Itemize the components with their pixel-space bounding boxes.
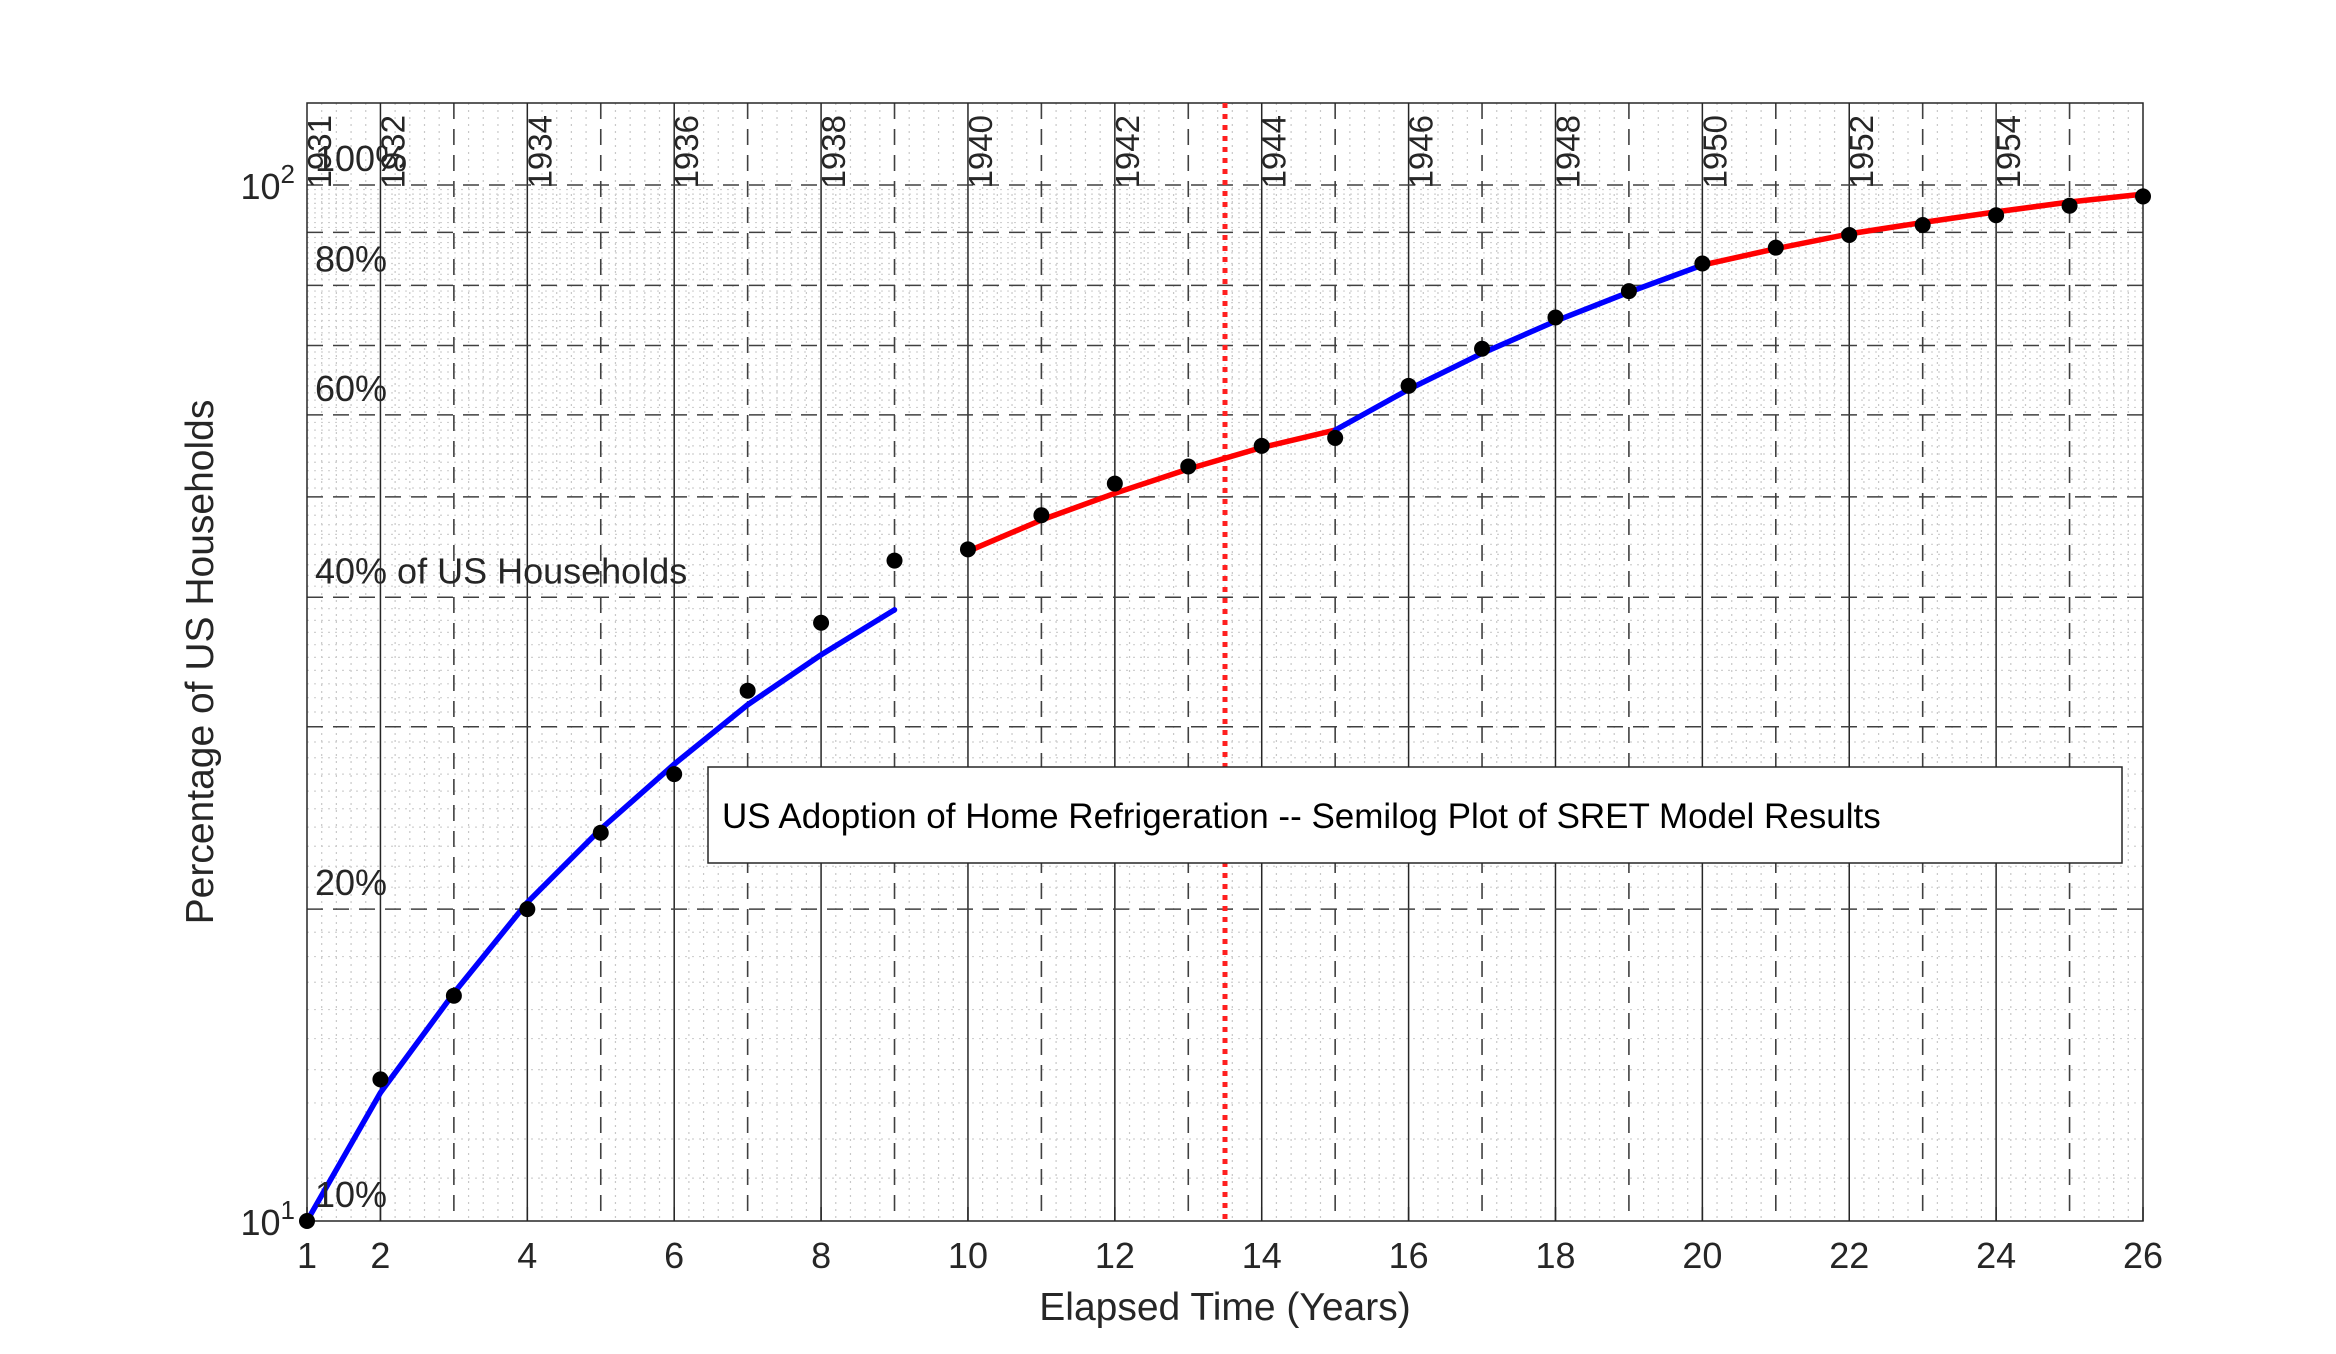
data-point: [1694, 255, 1711, 272]
percent-label: 40% of US Households: [315, 550, 687, 591]
x-tick-label: 22: [1829, 1235, 1869, 1276]
year-label: 1948: [1549, 115, 1586, 188]
y-tick-label: 101: [240, 1195, 295, 1243]
year-label: 1938: [815, 115, 852, 188]
data-point: [2061, 197, 2078, 214]
x-tick-label: 1: [297, 1235, 317, 1276]
data-point: [1253, 437, 1270, 454]
data-point: [1988, 207, 2005, 224]
year-label: 1942: [1109, 115, 1146, 188]
x-tick-label: 18: [1535, 1235, 1575, 1276]
data-point: [1620, 283, 1637, 300]
data-point: [1474, 340, 1491, 357]
percent-label: 60%: [315, 368, 387, 409]
percent-label: 80%: [315, 238, 387, 279]
y-tick-labels: 101 102: [240, 159, 295, 1243]
series-line-2: [965, 427, 1338, 555]
x-tick-label: 12: [1095, 1235, 1135, 1276]
data-point: [1106, 475, 1123, 492]
data-point: [1767, 239, 1784, 256]
data-point: [1327, 429, 1344, 446]
year-label: 1940: [962, 115, 999, 188]
data-point: [592, 824, 609, 841]
data-point: [1914, 216, 1931, 233]
percent-labels: 100% 80% 60% 40% of US Households 20% 10%: [315, 138, 687, 1215]
data-point: [959, 541, 976, 558]
annotation-box: US Adoption of Home Refrigeration -- Sem…: [707, 766, 2123, 864]
year-label: 1932: [374, 115, 411, 188]
data-point: [1180, 458, 1197, 475]
year-label: 1934: [521, 115, 558, 188]
data-point: [299, 1213, 315, 1229]
data-point: [1841, 226, 1858, 243]
year-label: 1931: [301, 115, 338, 188]
data-point: [886, 552, 903, 569]
x-tick-label: 20: [1682, 1235, 1722, 1276]
data-point: [445, 987, 462, 1004]
y-tick-label: 102: [240, 159, 295, 207]
year-label: 1944: [1256, 115, 1293, 188]
data-point: [1033, 507, 1050, 524]
data-point: [519, 901, 536, 918]
data-point: [2135, 188, 2151, 205]
year-label: 1946: [1403, 115, 1440, 188]
data-point: [739, 682, 756, 699]
percent-label: 100%: [315, 138, 407, 179]
year-label: 1954: [1990, 115, 2027, 188]
y-axis-label: Percentage of US Households: [179, 400, 222, 925]
data-point: [372, 1071, 389, 1088]
year-label: 1936: [668, 115, 705, 188]
x-axis-label: Elapsed Time (Years): [1039, 1286, 1410, 1329]
data-point: [1400, 377, 1417, 394]
x-tick-label: 8: [811, 1235, 831, 1276]
year-label: 1952: [1843, 115, 1880, 188]
data-point: [1547, 309, 1564, 326]
x-tick-label: 4: [517, 1235, 537, 1276]
year-labels: 1931 1932 1934 1936 1938 1940 1942 1944 1946 1948…: [301, 115, 2027, 188]
x-tick-label: 14: [1242, 1235, 1282, 1276]
data-point: [813, 614, 830, 631]
x-tick-label: 2: [370, 1235, 390, 1276]
x-tick-label: 26: [2123, 1235, 2163, 1276]
year-label: 1950: [1696, 115, 1733, 188]
x-tick-label: 6: [664, 1235, 684, 1276]
x-tick-label: 16: [1389, 1235, 1429, 1276]
percent-label: 10%: [315, 1174, 387, 1215]
x-tick-label: 10: [948, 1235, 988, 1276]
data-points: [299, 188, 2151, 1229]
percent-label: 20%: [315, 862, 387, 903]
x-tick-labels: 1 2 4 6 8 10 12 14 16 18 20 22 24 26: [297, 1235, 2163, 1276]
series-line-3: [1332, 262, 1706, 433]
annotation-text: US Adoption of Home Refrigeration -- Sem…: [722, 797, 1881, 836]
x-tick-label: 24: [1976, 1235, 2016, 1276]
data-point: [666, 766, 683, 783]
